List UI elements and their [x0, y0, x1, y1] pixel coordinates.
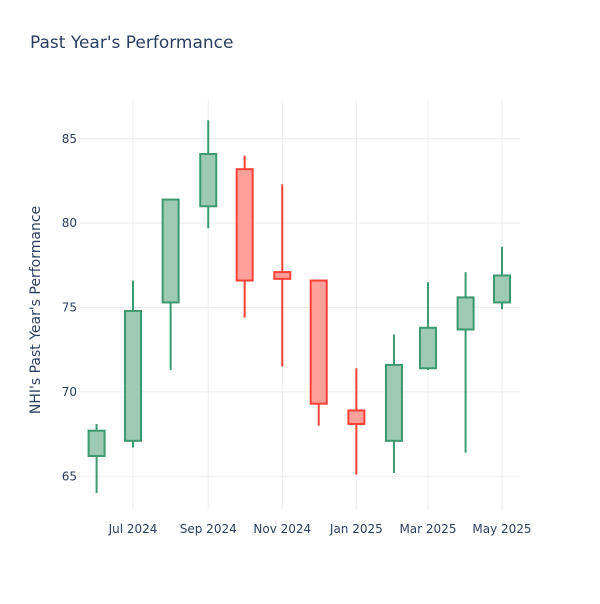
candle [199, 120, 218, 229]
candle-body [161, 198, 180, 304]
candle [456, 272, 475, 453]
candle [87, 423, 106, 494]
candle [161, 198, 180, 370]
y-axis-ticks: 65 70 75 80 85 [62, 132, 77, 483]
candle [309, 279, 328, 426]
candle [493, 246, 511, 310]
candle [384, 334, 403, 473]
candle [347, 368, 366, 475]
y-tick-label: 65 [62, 469, 77, 483]
candles [87, 120, 511, 494]
candle-body [199, 152, 218, 208]
x-tick-label: May 2025 [472, 522, 531, 536]
y-axis-title: NHI's Past Year's Performance [28, 205, 44, 415]
candle-body [124, 309, 142, 442]
y-tick-label: 75 [62, 301, 77, 315]
candle-body [87, 429, 106, 458]
candle-body [384, 363, 403, 442]
x-tick-label: Jan 2025 [329, 522, 383, 536]
candle-body [418, 326, 437, 370]
candle-body [235, 168, 254, 282]
x-tick-label: Nov 2024 [253, 522, 311, 536]
candle [124, 280, 142, 448]
candle-body [273, 271, 292, 280]
grid-lines [80, 100, 520, 510]
y-tick-label: 80 [62, 216, 77, 230]
candle [418, 282, 437, 370]
x-tick-label: Mar 2025 [399, 522, 456, 536]
y-tick-label: 85 [62, 132, 77, 146]
candle-body [493, 274, 511, 304]
candle-body [456, 296, 475, 331]
candle-body [309, 279, 328, 405]
candle [273, 184, 292, 367]
y-tick-label: 70 [62, 385, 77, 399]
x-axis-ticks: Jul 2024 Sep 2024 Nov 2024 Jan 2025 Mar 2025… [108, 522, 532, 536]
x-tick-label: Jul 2024 [108, 522, 158, 536]
x-tick-label: Sep 2024 [180, 522, 237, 536]
candle [235, 155, 254, 318]
candle-body [347, 409, 366, 425]
chart-title: Past Year's Performance [30, 33, 234, 53]
